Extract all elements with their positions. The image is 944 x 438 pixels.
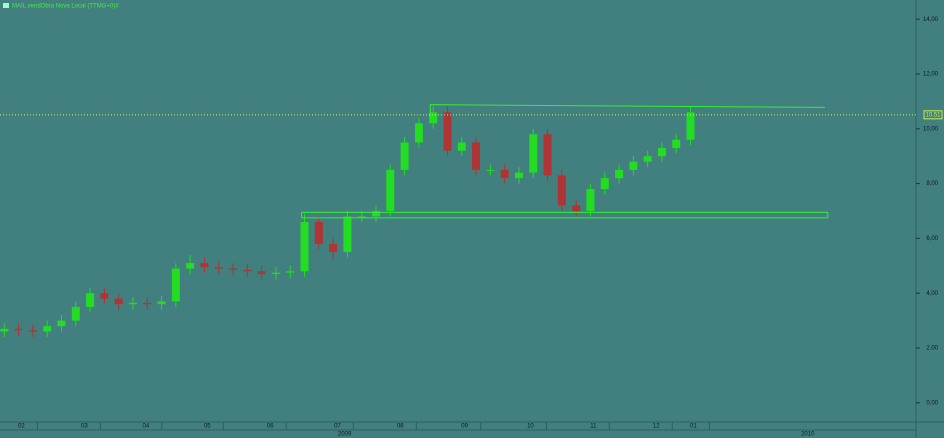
- candle-body: [343, 216, 352, 253]
- candle-body: [229, 268, 238, 270]
- candle-body: [514, 172, 523, 179]
- x-tick-label: 03: [81, 424, 88, 430]
- candle-body: [43, 326, 52, 332]
- candle-body: [257, 271, 266, 275]
- candle-body: [57, 320, 66, 327]
- candle-body: [500, 169, 509, 179]
- x-tick-label: 12: [653, 424, 660, 430]
- candle-body: [600, 178, 609, 190]
- x-tick-label: 05: [204, 424, 211, 430]
- candle-body: [429, 112, 438, 124]
- candle-body: [200, 263, 209, 268]
- last-price-box: [923, 110, 943, 120]
- y-tick-label: 8,00: [926, 181, 938, 187]
- x-tick-label: 08: [397, 424, 404, 430]
- y-tick-label: 0,00: [926, 400, 938, 406]
- x-tick-label: 06: [267, 424, 274, 430]
- year-label: 2010: [801, 432, 815, 438]
- candle-body: [157, 301, 166, 305]
- candle-body: [672, 139, 681, 148]
- icon: [3, 3, 9, 8]
- last-price-label: 10,51: [925, 112, 941, 118]
- x-tick-label: 09: [461, 424, 468, 430]
- candle-body: [443, 112, 452, 151]
- candle-body: [128, 302, 137, 305]
- candle-body: [472, 142, 481, 170]
- y-tick-label: 10,00: [923, 126, 939, 132]
- candle-body: [114, 298, 123, 305]
- candle-body: [71, 306, 80, 321]
- candle-body: [171, 268, 180, 302]
- candle-body: [28, 330, 37, 332]
- x-tick-label: 01: [690, 424, 697, 430]
- candle-body: [386, 169, 395, 211]
- y-tick-label: 4,00: [926, 291, 938, 297]
- candle-body: [543, 134, 552, 176]
- x-tick-label: 04: [142, 424, 149, 430]
- candle-body: [271, 272, 280, 275]
- candle-body: [615, 169, 624, 179]
- candle-body: [286, 271, 295, 273]
- candle-body: [100, 293, 109, 299]
- x-tick-label: 02: [18, 424, 25, 430]
- candle-body: [457, 142, 466, 151]
- candle-body: [14, 328, 23, 331]
- candle-body: [86, 293, 95, 307]
- resistance-line: [429, 104, 825, 118]
- candle-body: [643, 156, 652, 162]
- y-tick-label: 14,00: [923, 17, 939, 23]
- candle-body: [243, 269, 252, 272]
- y-tick-label: 6,00: [926, 236, 938, 242]
- x-tick-label: 10: [527, 424, 534, 430]
- candle-body: [143, 302, 152, 305]
- candle-body: [214, 267, 223, 269]
- candle-body: [0, 328, 9, 332]
- candle-body: [300, 221, 309, 272]
- candle-body: [586, 189, 595, 211]
- candle-body: [414, 123, 423, 143]
- candle-body: [572, 205, 581, 211]
- candle-body: [314, 221, 323, 244]
- y-tick-label: 12,00: [923, 72, 939, 78]
- candle-body: [529, 134, 538, 173]
- y-tick-label: 2,00: [926, 346, 938, 352]
- candle-body: [357, 216, 366, 218]
- candle-body: [557, 175, 566, 206]
- candle-body: [486, 169, 495, 171]
- candle-body: [400, 142, 409, 170]
- candle-body: [372, 211, 381, 217]
- x-tick-label: 11: [590, 424, 597, 430]
- x-tick-label: 07: [334, 424, 341, 430]
- support-zone: [301, 211, 829, 219]
- candle-body: [686, 112, 695, 140]
- candle-body: [329, 243, 338, 253]
- chart-title: MAIL.vendObra Nova Local (TTMG+0)#: [12, 4, 119, 10]
- year-label: 2009: [338, 432, 352, 438]
- candle-body: [186, 263, 195, 269]
- candle-body: [629, 161, 638, 170]
- candle-body: [657, 147, 666, 157]
